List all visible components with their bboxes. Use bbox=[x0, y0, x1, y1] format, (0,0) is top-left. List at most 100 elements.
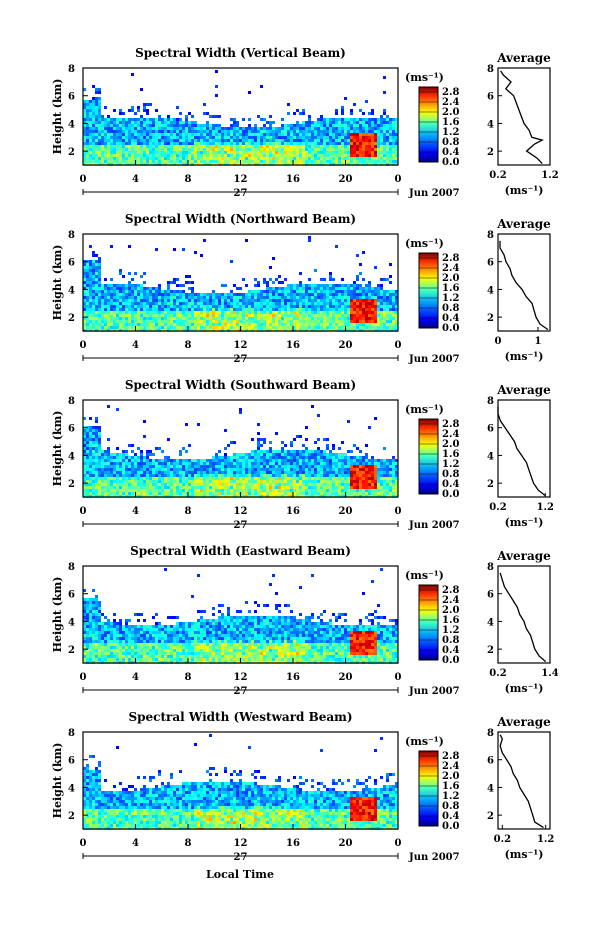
heatmap-cell bbox=[161, 136, 164, 139]
heatmap-cell bbox=[218, 124, 221, 127]
heatmap-cell bbox=[92, 115, 95, 118]
heatmap-cell bbox=[296, 157, 299, 160]
heatmap-cell bbox=[215, 124, 218, 127]
heatmap-cell bbox=[251, 459, 254, 462]
heatmap-cell bbox=[125, 284, 128, 287]
heatmap-cell bbox=[248, 145, 251, 148]
heatmap-cell bbox=[395, 314, 398, 317]
heatmap-cell bbox=[320, 462, 323, 465]
heatmap-cell bbox=[134, 305, 137, 308]
heatmap-cell bbox=[269, 468, 272, 471]
heatmap-cell bbox=[182, 492, 185, 495]
heatmap-cell bbox=[227, 462, 230, 465]
heatmap-cell bbox=[242, 118, 245, 121]
heatmap-cell bbox=[206, 127, 209, 130]
heatmap-cell bbox=[380, 121, 383, 124]
heatmap-cell bbox=[332, 293, 335, 296]
heatmap-cell bbox=[83, 435, 86, 438]
heatmap-cell bbox=[164, 142, 167, 145]
heatmap-cell bbox=[170, 471, 173, 474]
heatmap-cell bbox=[257, 450, 260, 453]
heatmap-cell bbox=[191, 130, 194, 133]
heatmap-cell bbox=[356, 254, 359, 257]
heatmap-cell bbox=[155, 302, 158, 305]
heatmap-cell bbox=[287, 483, 290, 486]
heatmap-cell bbox=[113, 145, 116, 148]
heatmap-cell bbox=[299, 148, 302, 151]
heatmap-cell bbox=[188, 154, 191, 157]
heatmap-cell bbox=[317, 287, 320, 290]
heatmap-cell bbox=[287, 308, 290, 311]
heatmap-cell bbox=[275, 450, 278, 453]
heatmap-cell bbox=[239, 408, 242, 411]
heatmap-cell bbox=[179, 118, 182, 121]
heatmap-cell bbox=[254, 278, 257, 281]
heatmap-cell bbox=[83, 429, 86, 432]
heatmap-cell bbox=[98, 429, 101, 432]
heatmap-cell bbox=[254, 314, 257, 317]
heatmap-cell bbox=[143, 142, 146, 145]
heatmap-cell bbox=[110, 151, 113, 154]
heatmap-cell bbox=[374, 320, 377, 323]
heatmap-cell bbox=[350, 293, 353, 296]
heatmap-cell bbox=[209, 465, 212, 468]
heatmap-cell bbox=[101, 456, 104, 459]
heatmap-cell bbox=[200, 136, 203, 139]
heatmap-cell bbox=[380, 308, 383, 311]
heatmap-cell bbox=[263, 489, 266, 492]
heatmap-cell bbox=[257, 281, 260, 284]
heatmap-cell bbox=[215, 483, 218, 486]
heatmap-cell bbox=[332, 130, 335, 133]
heatmap-cell bbox=[221, 154, 224, 157]
heatmap-cell bbox=[83, 139, 86, 142]
heatmap-cell bbox=[113, 474, 116, 477]
heatmap-cell bbox=[386, 124, 389, 127]
average-x-tick-label: 0.2 bbox=[489, 170, 506, 181]
heatmap-cell bbox=[278, 486, 281, 489]
heatmap-cell bbox=[296, 148, 299, 151]
heatmap-cell bbox=[386, 320, 389, 323]
heatmap-cell bbox=[110, 456, 113, 459]
heatmap-cell bbox=[230, 492, 233, 495]
heatmap-cell bbox=[89, 124, 92, 127]
heatmap-cell bbox=[320, 160, 323, 163]
heatmap-cell bbox=[329, 320, 332, 323]
heatmap-cell bbox=[266, 287, 269, 290]
heatmap-cell bbox=[260, 296, 263, 299]
heatmap-cell bbox=[281, 160, 284, 163]
heatmap-cell bbox=[383, 154, 386, 157]
heatmap-cell bbox=[353, 118, 356, 121]
heatmap-cell bbox=[128, 444, 131, 447]
heatmap-cell bbox=[347, 139, 350, 142]
heatmap-cell bbox=[272, 465, 275, 468]
heatmap-cell bbox=[110, 492, 113, 495]
heatmap-cell bbox=[110, 157, 113, 160]
heatmap-cell bbox=[158, 305, 161, 308]
heatmap-cell bbox=[344, 311, 347, 314]
heatmap-cell bbox=[305, 308, 308, 311]
heatmap-cell bbox=[107, 459, 110, 462]
heatmap-cell bbox=[215, 157, 218, 160]
heatmap-cell bbox=[107, 160, 110, 163]
heatmap-cell bbox=[83, 456, 86, 459]
heatmap-cell bbox=[329, 453, 332, 456]
heatmap-cell bbox=[212, 474, 215, 477]
heatmap-cell bbox=[137, 284, 140, 287]
heatmap-cell bbox=[359, 121, 362, 124]
heatmap-cell bbox=[176, 317, 179, 320]
heatmap-cell bbox=[302, 154, 305, 157]
heatmap-cell bbox=[149, 296, 152, 299]
heatmap-cell bbox=[152, 136, 155, 139]
heatmap-cell bbox=[188, 157, 191, 160]
heatmap-cell bbox=[266, 284, 269, 287]
heatmap-cell bbox=[371, 118, 374, 121]
heatmap-cell bbox=[326, 471, 329, 474]
heatmap-cell bbox=[284, 317, 287, 320]
heatmap-cell bbox=[113, 127, 116, 130]
heatmap-cell bbox=[164, 486, 167, 489]
heatmap-cell bbox=[122, 486, 125, 489]
heatmap-cell bbox=[89, 112, 92, 115]
x-tick-label: 20 bbox=[339, 340, 353, 351]
heatmap-cell bbox=[299, 323, 302, 326]
heatmap-cell bbox=[383, 124, 386, 127]
